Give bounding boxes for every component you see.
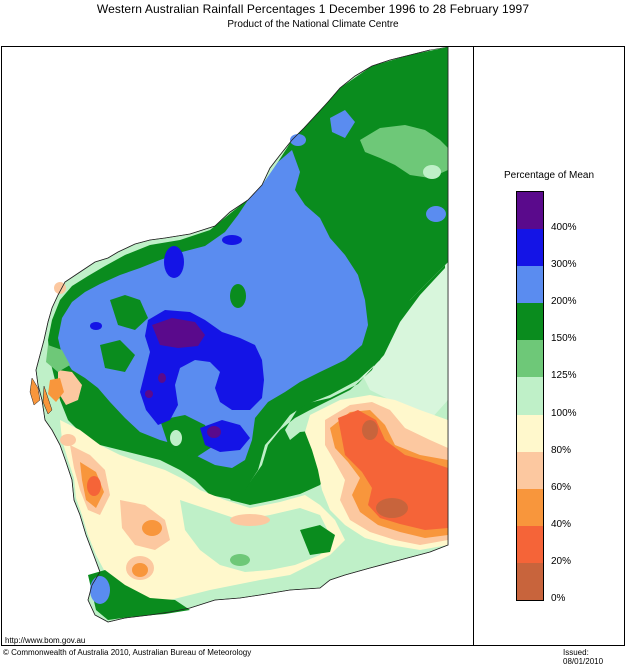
- legend-swatch: [517, 340, 543, 378]
- zone-300-top: [222, 235, 242, 245]
- zone-0-east: [376, 498, 408, 518]
- legend-swatch: [517, 414, 543, 452]
- zone-200-nw: [290, 134, 306, 146]
- legend-swatch: [517, 451, 543, 489]
- legend-swatch: [517, 229, 543, 267]
- map-frame: [1, 46, 625, 646]
- legend-label: 150%: [551, 333, 577, 345]
- legend-swatch: [517, 303, 543, 341]
- zone-150-lower: [160, 415, 215, 458]
- legend-swatch: [517, 525, 543, 563]
- zone-40-sw-c: [132, 563, 148, 577]
- zone-0-east-b: [362, 420, 378, 440]
- coastline: [35, 47, 449, 623]
- zone-150-inlet-a: [110, 295, 148, 330]
- zone-400-east: [207, 426, 221, 438]
- legend-swatch: [517, 192, 543, 230]
- legend-label: 60%: [551, 481, 572, 493]
- rainfall-map: [29, 47, 449, 623]
- legend-label: 80%: [551, 444, 572, 456]
- legend-title: Percentage of Mean: [503, 170, 595, 181]
- zone-125-south-b: [230, 554, 250, 566]
- legend-label: 40%: [551, 518, 572, 530]
- zone-100-sw: [180, 500, 330, 572]
- zone-150-spot: [230, 284, 246, 308]
- zone-40-sw-b: [142, 520, 162, 536]
- zone-200-sw: [90, 576, 110, 604]
- legend-label: 125%: [551, 370, 577, 382]
- legend-swatch: [517, 266, 543, 304]
- zone-60-gascoyne: [58, 370, 82, 405]
- zone-300-west: [90, 322, 102, 330]
- legend-swatch: [517, 488, 543, 526]
- legend-color-bar: [516, 191, 544, 601]
- legend-label: 300%: [551, 259, 577, 271]
- zone-100-kimberley: [423, 165, 441, 179]
- zone-20-sw-a: [87, 476, 101, 496]
- zone-100: [360, 260, 448, 420]
- zone-60-coast: [60, 434, 76, 446]
- zone-300-north: [164, 246, 184, 278]
- zone-125-kimberley: [360, 125, 448, 178]
- zone-20-east: [338, 410, 448, 530]
- shark-bay-peninsula: [29, 377, 41, 406]
- zone-60-south: [230, 514, 270, 526]
- dirk-hartog-island: [42, 385, 53, 415]
- frame-divider: [473, 46, 474, 646]
- legend-swatch: [517, 377, 543, 415]
- zone-400-main: [152, 318, 205, 348]
- zone-125-coast: [46, 345, 70, 372]
- map-subtitle: Product of the National Climate Centre: [227, 19, 399, 30]
- zone-150-sw: [88, 570, 190, 620]
- legend-label: 20%: [551, 555, 572, 567]
- legend-label: 400%: [551, 222, 577, 234]
- footer-issued: Issued: 08/01/2010: [563, 648, 604, 666]
- footer-url[interactable]: http://www.bom.gov.au: [5, 636, 86, 645]
- zone-400-a: [158, 373, 166, 383]
- zone-40-gascoyne: [48, 378, 64, 402]
- zone-100-spot: [170, 430, 182, 446]
- legend-label: 200%: [551, 296, 577, 308]
- map-title: Western Australian Rainfall Percentages …: [96, 2, 530, 16]
- zone-400-b: [145, 390, 153, 398]
- zone-150-inlet-b: [100, 340, 135, 372]
- legend-label: 100%: [551, 407, 577, 419]
- legend-label: 0%: [551, 593, 566, 604]
- zone-200: [58, 150, 368, 468]
- zone-200-ne: [330, 110, 355, 138]
- legend-swatch: [517, 562, 543, 600]
- zone-125-south: [300, 525, 335, 555]
- zone-200-ne-b: [426, 206, 446, 222]
- footer-copyright: © Commonwealth of Australia 2010, Austra…: [3, 648, 252, 657]
